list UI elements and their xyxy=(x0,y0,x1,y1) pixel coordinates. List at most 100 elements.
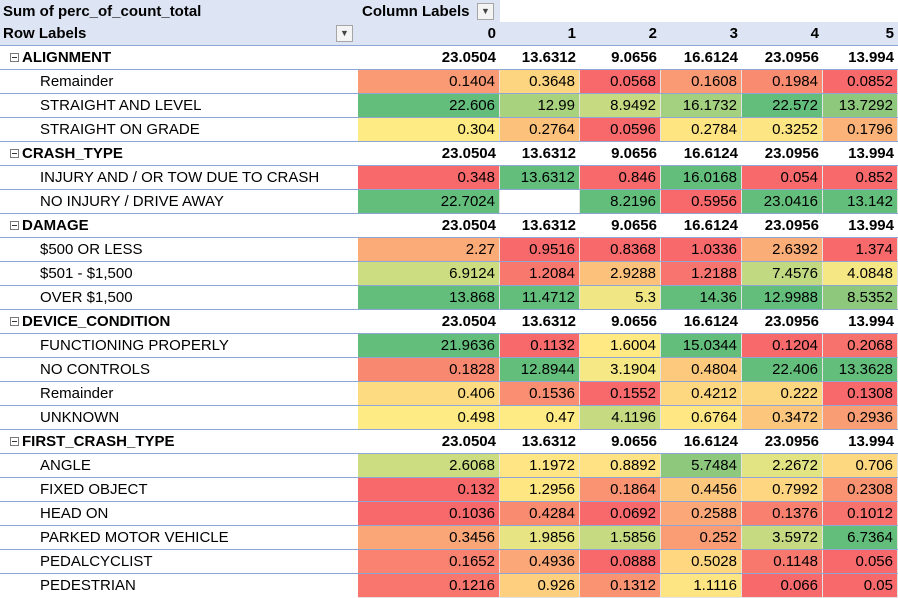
column-header-0[interactable]: 0 xyxy=(358,22,500,46)
group-label[interactable]: DAMAGE xyxy=(0,214,358,238)
column-header-2[interactable]: 2 xyxy=(580,22,661,46)
value-cell[interactable] xyxy=(500,190,580,214)
value-cell[interactable]: 1.2188 xyxy=(661,262,742,286)
group-total-cell[interactable]: 23.0956 xyxy=(764,433,819,450)
item-label[interactable]: $501 - $1,500 xyxy=(40,265,133,282)
value-cell[interactable]: 0.1216 xyxy=(358,574,500,598)
value-cell[interactable]: 0.1652 xyxy=(358,550,500,574)
group-total-cell[interactable]: 23.0956 xyxy=(764,313,819,330)
value-cell[interactable]: 1.9856 xyxy=(500,526,580,550)
value-cell[interactable]: 2.2672 xyxy=(742,454,823,478)
collapse-toggle-icon[interactable] xyxy=(10,148,19,158)
value-cell[interactable]: 0.4456 xyxy=(661,478,742,502)
value-cell[interactable]: 2.27 xyxy=(358,238,500,262)
value-cell[interactable]: 6.9124 xyxy=(358,262,500,286)
group-total-cell[interactable]: 16.6124 xyxy=(683,49,738,66)
value-cell[interactable]: 12.99 xyxy=(500,94,580,118)
value-cell[interactable]: 14.36 xyxy=(661,286,742,310)
value-cell[interactable]: 0.846 xyxy=(580,166,661,190)
value-cell[interactable]: 15.0344 xyxy=(661,334,742,358)
value-cell[interactable]: 5.3 xyxy=(580,286,661,310)
value-cell[interactable]: 12.9988 xyxy=(742,286,823,310)
value-cell[interactable]: 13.142 xyxy=(823,190,898,214)
value-cell[interactable]: 0.5956 xyxy=(661,190,742,214)
value-cell[interactable]: 0.3472 xyxy=(742,406,823,430)
group-total-cell[interactable]: 13.6312 xyxy=(521,217,576,234)
group-total-cell[interactable]: 23.0956 xyxy=(764,217,819,234)
group-total-cell[interactable]: 16.6124 xyxy=(683,145,738,162)
value-cell[interactable]: 0.4804 xyxy=(661,358,742,382)
value-cell[interactable]: 0.4936 xyxy=(500,550,580,574)
value-cell[interactable]: 0.1376 xyxy=(742,502,823,526)
value-cell[interactable]: 0.1308 xyxy=(823,382,898,406)
collapse-toggle-icon[interactable] xyxy=(10,436,19,446)
item-label[interactable]: FUNCTIONING PROPERLY xyxy=(40,337,229,354)
value-cell[interactable]: 1.6004 xyxy=(580,334,661,358)
item-label[interactable]: STRAIGHT ON GRADE xyxy=(40,121,200,138)
value-cell[interactable]: 0.1132 xyxy=(500,334,580,358)
item-label[interactable]: OVER $1,500 xyxy=(40,289,133,306)
value-cell[interactable]: 0.2936 xyxy=(823,406,898,430)
group-total-cell[interactable]: 9.0656 xyxy=(611,313,657,330)
value-cell[interactable]: 1.1972 xyxy=(500,454,580,478)
value-cell[interactable]: 6.7364 xyxy=(823,526,898,550)
value-cell[interactable]: 0.132 xyxy=(358,478,500,502)
value-cell[interactable]: 0.1864 xyxy=(580,478,661,502)
group-total-cell[interactable]: 23.0504 xyxy=(441,433,496,450)
value-cell[interactable]: 0.0568 xyxy=(580,70,661,94)
item-label[interactable]: FIXED OBJECT xyxy=(40,481,148,498)
value-cell[interactable]: 0.6764 xyxy=(661,406,742,430)
item-label[interactable]: UNKNOWN xyxy=(40,409,120,426)
group-total-cell[interactable]: 23.0504 xyxy=(441,145,496,162)
value-cell[interactable]: 2.9288 xyxy=(580,262,661,286)
value-cell[interactable]: 16.1732 xyxy=(661,94,742,118)
value-cell[interactable]: 1.5856 xyxy=(580,526,661,550)
value-cell[interactable]: 1.2956 xyxy=(500,478,580,502)
value-cell[interactable]: 0.5028 xyxy=(661,550,742,574)
value-cell[interactable]: 0.1796 xyxy=(823,118,898,142)
item-label[interactable]: PEDALCYCLIST xyxy=(40,553,153,570)
value-cell[interactable]: 1.0336 xyxy=(661,238,742,262)
group-total-cell[interactable]: 13.994 xyxy=(848,433,894,450)
value-cell[interactable]: 0.0852 xyxy=(823,70,898,94)
item-label[interactable]: Remainder xyxy=(40,73,114,90)
value-cell[interactable]: 0.1552 xyxy=(580,382,661,406)
value-cell[interactable]: 22.406 xyxy=(742,358,823,382)
column-header-1[interactable]: 1 xyxy=(500,22,580,46)
value-cell[interactable]: 0.8892 xyxy=(580,454,661,478)
value-cell[interactable]: 3.1904 xyxy=(580,358,661,382)
value-cell[interactable]: 0.4212 xyxy=(661,382,742,406)
item-label[interactable]: Remainder xyxy=(40,385,114,402)
value-cell[interactable]: 8.5352 xyxy=(823,286,898,310)
value-cell[interactable]: 0.3252 xyxy=(742,118,823,142)
value-cell[interactable]: 13.3628 xyxy=(823,358,898,382)
value-cell[interactable]: 0.1012 xyxy=(823,502,898,526)
value-cell[interactable]: 0.3456 xyxy=(358,526,500,550)
value-cell[interactable]: 0.1148 xyxy=(742,550,823,574)
value-cell[interactable]: 8.9492 xyxy=(580,94,661,118)
value-cell[interactable]: 11.4712 xyxy=(500,286,580,310)
value-cell[interactable]: 0.0692 xyxy=(580,502,661,526)
value-cell[interactable]: 0.05 xyxy=(823,574,898,598)
column-filter-dropdown[interactable]: ▼ xyxy=(477,3,494,20)
group-total-cell[interactable]: 9.0656 xyxy=(611,49,657,66)
value-cell[interactable]: 0.1536 xyxy=(500,382,580,406)
value-cell[interactable]: 0.222 xyxy=(742,382,823,406)
group-total-cell[interactable]: 13.994 xyxy=(848,49,894,66)
item-label[interactable]: STRAIGHT AND LEVEL xyxy=(40,97,202,114)
value-cell[interactable]: 22.606 xyxy=(358,94,500,118)
value-cell[interactable]: 0.2764 xyxy=(500,118,580,142)
value-cell[interactable]: 8.2196 xyxy=(580,190,661,214)
item-label[interactable]: INJURY AND / OR TOW DUE TO CRASH xyxy=(40,169,320,186)
value-cell[interactable]: 4.1196 xyxy=(580,406,661,430)
collapse-toggle-icon[interactable] xyxy=(10,52,19,62)
value-cell[interactable]: 0.2784 xyxy=(661,118,742,142)
value-cell[interactable]: 13.6312 xyxy=(500,166,580,190)
value-cell[interactable]: 0.0888 xyxy=(580,550,661,574)
group-total-cell[interactable]: 23.0504 xyxy=(441,49,496,66)
group-total-cell[interactable]: 23.0504 xyxy=(441,313,496,330)
group-label[interactable]: FIRST_CRASH_TYPE xyxy=(0,430,358,454)
value-cell[interactable]: 0.066 xyxy=(742,574,823,598)
item-label[interactable]: NO INJURY / DRIVE AWAY xyxy=(40,193,224,210)
value-cell[interactable]: 0.926 xyxy=(500,574,580,598)
